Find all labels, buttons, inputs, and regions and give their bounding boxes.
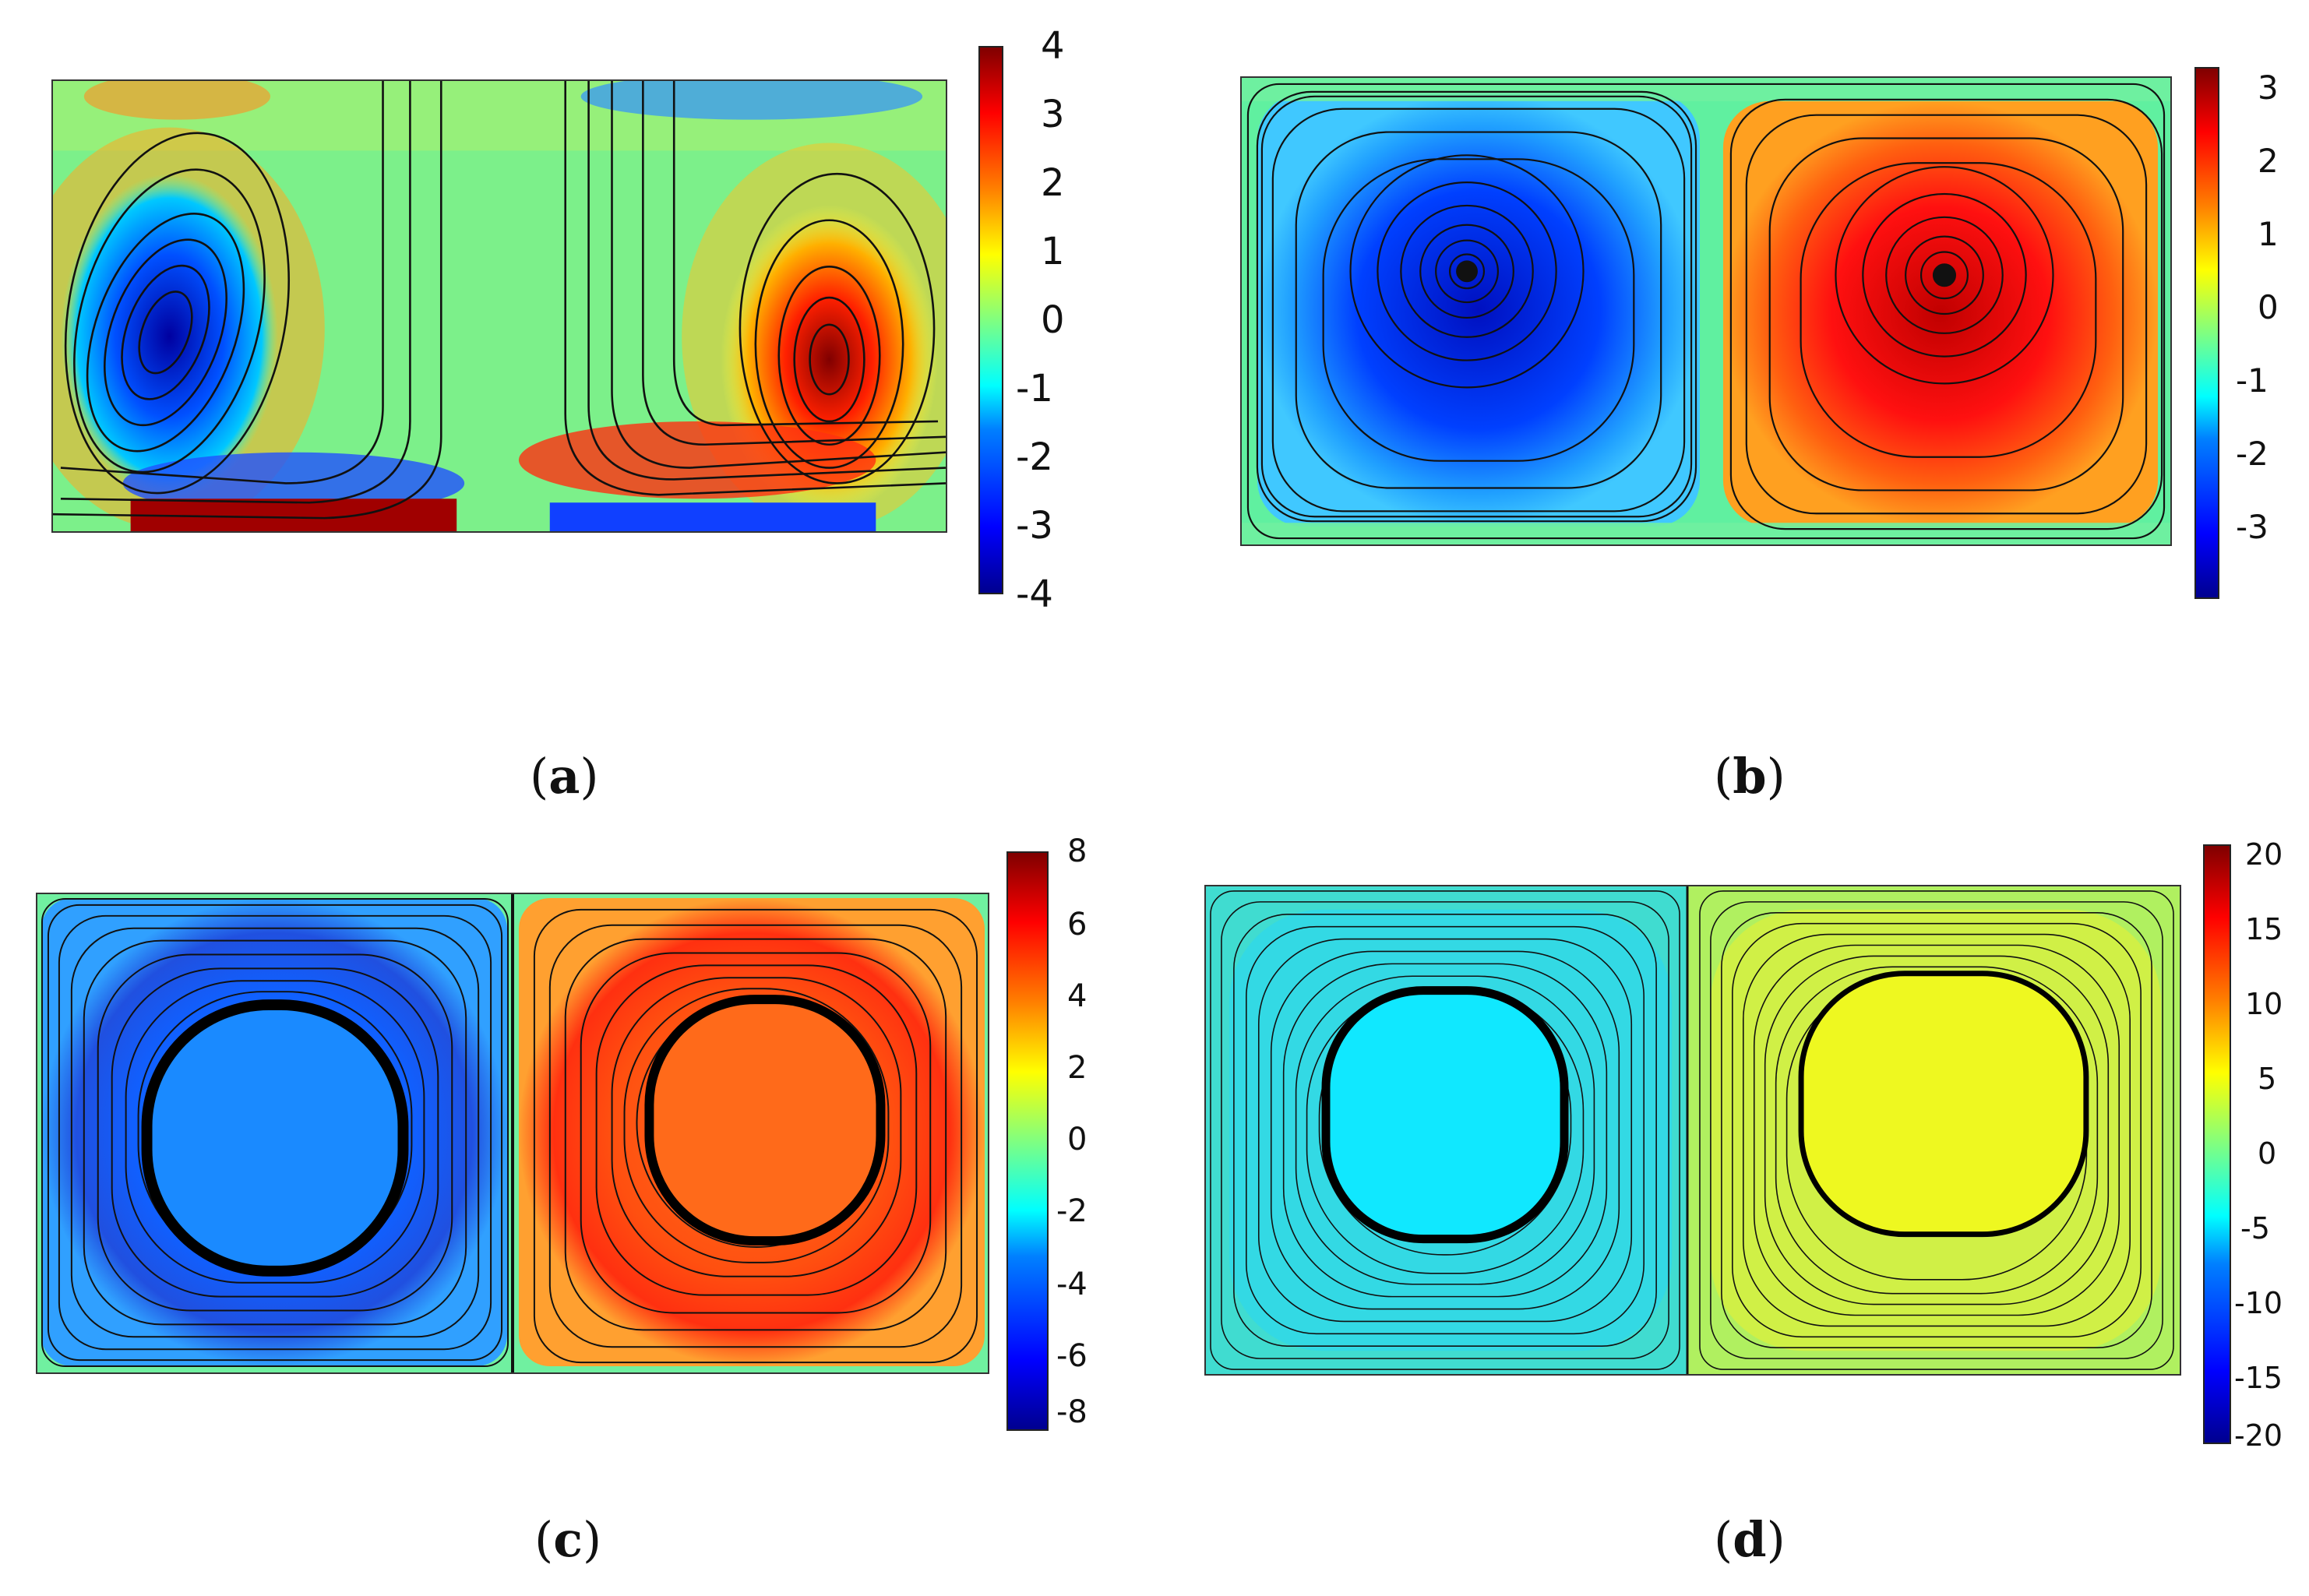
- colorbar-tick-label: -1: [2236, 361, 2268, 400]
- colorbar-tick-label: -8: [1056, 1394, 1088, 1430]
- colorbar-tick-label: 1: [2258, 215, 2279, 253]
- colorbar-tick-label: -1: [1016, 367, 1053, 410]
- panel-d-colorbar-ticks: 20 15 10 5 0 -5 -10 -15 -20: [2234, 840, 2309, 1450]
- panel-c-colorbar: [1006, 851, 1049, 1431]
- colorbar-tick-label: -4: [1056, 1267, 1088, 1302]
- colorbar-tick-label: 0: [2258, 1136, 2277, 1171]
- colorbar-tick-label: -4: [1016, 573, 1053, 616]
- colorbar-tick-label: -3: [2236, 508, 2268, 546]
- panel-a: 4 3 2 1 0 -1 -2 -3 -4 (a): [0, 0, 1154, 810]
- colorbar-tick-label: 1: [1041, 230, 1065, 273]
- colorbar-tick-label: 0: [2258, 288, 2279, 326]
- panel-d-caption-letter: d: [1733, 1511, 1767, 1568]
- panel-a-field: [51, 79, 947, 533]
- panel-c-caption: (c): [534, 1511, 602, 1568]
- panel-c: 8 6 4 2 0 -2 -4 -6 -8 (c): [0, 810, 1154, 1596]
- colorbar-tick-label: -10: [2234, 1286, 2283, 1320]
- panel-a-colorbar: [978, 46, 1003, 594]
- panel-d-field: [1204, 885, 2181, 1376]
- colorbar-tick-label: 3: [1041, 93, 1065, 136]
- panel-c-field: [36, 893, 989, 1374]
- panel-b-field: [1240, 76, 2172, 546]
- colorbar-tick-label: 2: [1041, 161, 1065, 205]
- colorbar-tick-label: 4: [1041, 24, 1065, 68]
- panel-c-caption-letter: c: [553, 1511, 583, 1568]
- colorbar-tick-label: 2: [2258, 142, 2279, 180]
- colorbar-tick-label: -3: [1016, 504, 1053, 548]
- colorbar-tick-label: -2: [1016, 435, 1053, 479]
- panel-a-caption-letter: a: [548, 748, 580, 805]
- colorbar-tick-label: 20: [2245, 837, 2283, 872]
- panel-d: 20 15 10 5 0 -5 -10 -15 -20 (d): [1154, 810, 2309, 1596]
- colorbar-tick-label: 10: [2245, 987, 2283, 1021]
- panel-b: 3 2 1 0 -1 -2 -3 (b): [1154, 0, 2309, 810]
- panel-b-caption-letter: b: [1733, 748, 1767, 805]
- colorbar-tick-label: 8: [1067, 833, 1088, 869]
- colorbar-tick-label: -15: [2234, 1361, 2283, 1395]
- panel-a-field-svg: [53, 81, 946, 531]
- colorbar-tick-label: -6: [1056, 1338, 1088, 1374]
- panel-a-caption: (a): [530, 748, 599, 805]
- colorbar-tick-label: -2: [2236, 435, 2268, 473]
- panel-c-colorbar-ticks: 8 6 4 2 0 -2 -4 -6 -8: [1052, 836, 1145, 1431]
- panel-b-colorbar-ticks: 3 2 1 0 -1 -2 -3: [2223, 67, 2309, 599]
- colorbar-tick-label: -5: [2240, 1211, 2270, 1245]
- panel-b-colorbar: [2194, 67, 2219, 599]
- colorbar-tick-label: 0: [1041, 298, 1065, 342]
- panel-d-field-svg: [1206, 886, 2180, 1374]
- panel-d-colorbar: [2203, 844, 2231, 1444]
- panel-b-caption: (b): [1714, 748, 1786, 805]
- colorbar-tick-label: 2: [1067, 1050, 1088, 1086]
- colorbar-tick-label: -2: [1056, 1193, 1088, 1229]
- colorbar-tick-label: 15: [2245, 912, 2283, 946]
- colorbar-tick-label: 5: [2258, 1062, 2277, 1096]
- colorbar-tick-label: 4: [1067, 978, 1088, 1014]
- panel-c-field-svg: [37, 894, 988, 1372]
- colorbar-tick-label: 3: [2258, 69, 2279, 107]
- colorbar-tick-label: 6: [1067, 907, 1088, 942]
- panel-a-colorbar-ticks: 4 3 2 1 0 -1 -2 -3 -4: [1010, 27, 1103, 613]
- colorbar-tick-label: -20: [2234, 1418, 2283, 1453]
- colorbar-tick-label: 0: [1067, 1122, 1088, 1157]
- panel-b-field-svg: [1242, 78, 2170, 544]
- panel-d-caption: (d): [1714, 1511, 1786, 1568]
